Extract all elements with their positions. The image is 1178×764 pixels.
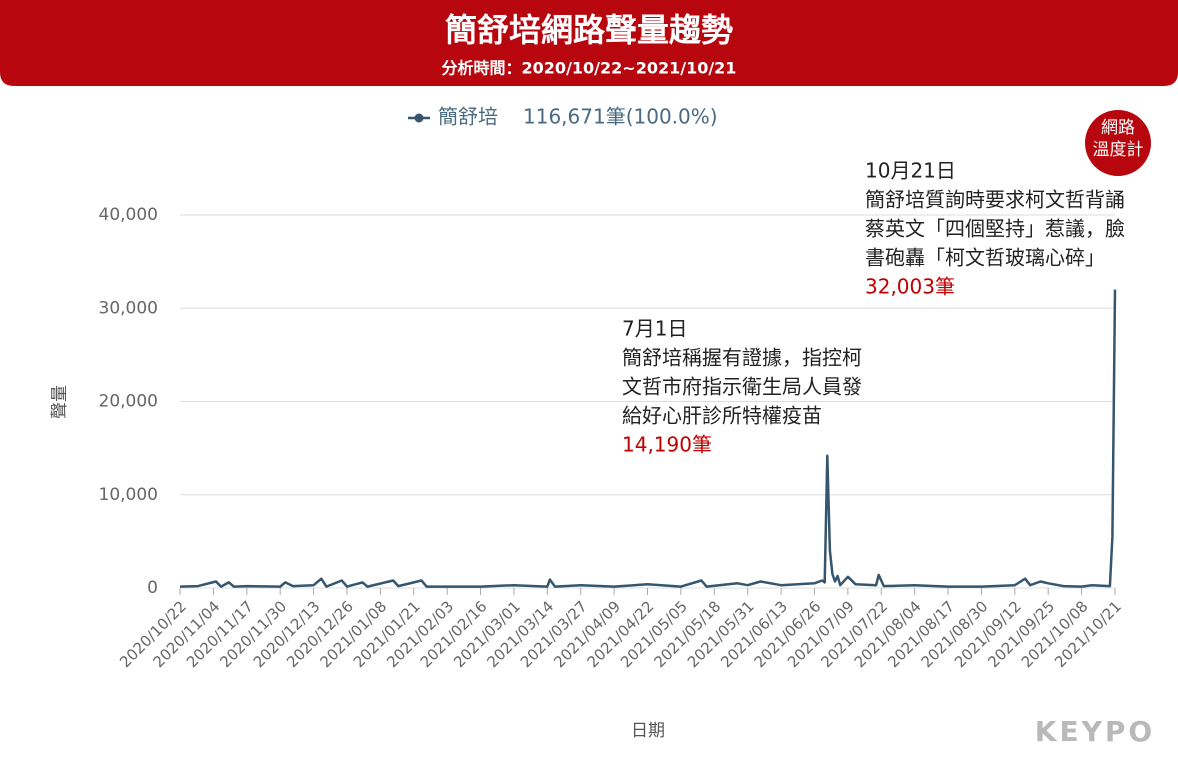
legend-note: 116,671筆(100.0%): [523, 105, 718, 129]
y-tick-label: 0: [147, 578, 158, 598]
annotation-date: 10月21日: [865, 159, 956, 183]
badge-text: 溫度計: [1093, 140, 1144, 160]
logo: KEYPO: [1035, 715, 1155, 748]
badge-text: 網路: [1101, 118, 1135, 138]
annotation-text: 給好心肝診所特權疫苗: [622, 404, 822, 428]
y-tick-label: 30,000: [99, 298, 158, 318]
annotation-value: 32,003筆: [865, 275, 955, 299]
annotation-text: 簡舒培稱握有證據，指控柯: [622, 346, 862, 370]
legend-marker: [414, 113, 424, 123]
annotation-text: 文哲市府指示衛生局人員發: [622, 375, 862, 399]
header-bar: [0, 0, 1178, 86]
chart-title: 簡舒培網路聲量趨勢: [445, 11, 733, 49]
y-axis-label: 聲量: [50, 385, 70, 419]
annotation-text: 蔡英文「四個堅持」惹議，臉: [865, 217, 1125, 241]
annotation-date: 7月1日: [622, 317, 687, 341]
y-tick-label: 10,000: [99, 485, 158, 505]
annotation-text: 書砲轟「柯文哲玻璃心碎」: [865, 246, 1105, 270]
badge: [1085, 110, 1151, 176]
subtitle: 分析時間：2020/10/22~2021/10/21: [442, 59, 737, 78]
x-axis-label: 日期: [631, 721, 665, 741]
annotation-value: 14,190筆: [622, 433, 712, 457]
annotation-text: 簡舒培質詢時要求柯文哲背誦: [865, 188, 1125, 212]
legend-label[interactable]: 簡舒培: [438, 105, 498, 129]
y-tick-label: 20,000: [99, 392, 158, 412]
data-line: [179, 289, 1117, 588]
y-tick-label: 40,000: [99, 205, 158, 225]
